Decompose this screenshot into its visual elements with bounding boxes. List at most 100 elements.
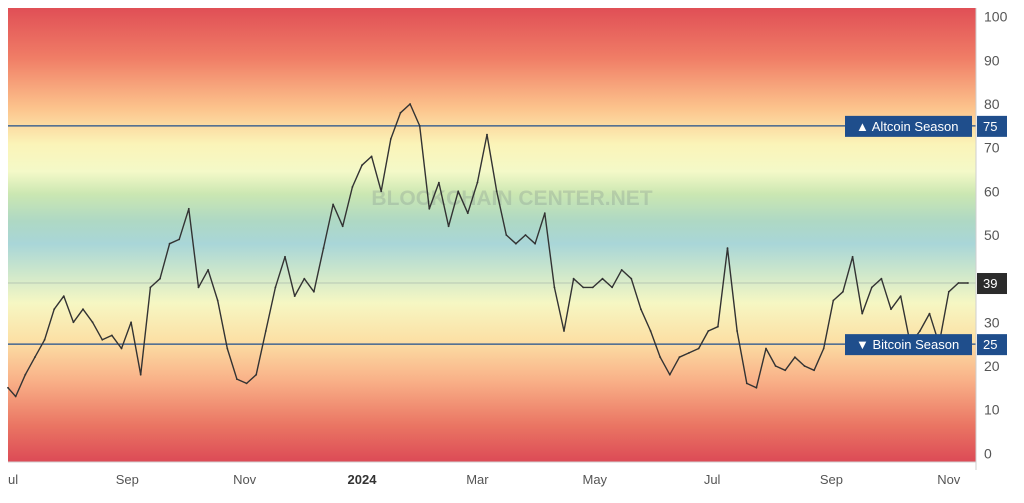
data-point bbox=[803, 365, 806, 367]
data-point bbox=[264, 330, 267, 332]
data-point bbox=[303, 277, 306, 280]
x-tick-label: Nov bbox=[233, 472, 257, 487]
data-point bbox=[755, 386, 758, 389]
data-point bbox=[120, 347, 123, 350]
data-point bbox=[563, 330, 565, 332]
x-tick-label: Nov bbox=[937, 472, 961, 487]
x-tick-label: ul bbox=[8, 472, 18, 487]
data-point bbox=[7, 386, 9, 389]
data-point bbox=[784, 369, 787, 372]
data-point bbox=[34, 356, 36, 359]
data-point bbox=[428, 207, 431, 210]
data-point bbox=[43, 338, 46, 341]
data-point bbox=[149, 286, 152, 289]
data-point bbox=[745, 382, 748, 385]
y-tick-label: 80 bbox=[984, 96, 1000, 112]
data-point bbox=[591, 286, 594, 289]
data-point bbox=[399, 111, 402, 114]
data-point bbox=[274, 286, 277, 289]
data-point bbox=[24, 373, 27, 376]
reference-label-box bbox=[845, 115, 972, 137]
data-point bbox=[765, 347, 767, 350]
data-point bbox=[409, 103, 411, 105]
data-point bbox=[620, 269, 623, 271]
y-tick-label: 10 bbox=[984, 402, 1000, 418]
reference-label: ▲ Altcoin Season bbox=[856, 119, 958, 134]
data-point bbox=[861, 312, 864, 315]
data-point bbox=[82, 308, 84, 311]
data-point bbox=[880, 277, 883, 280]
data-point bbox=[842, 290, 844, 293]
data-point bbox=[293, 295, 296, 297]
data-point bbox=[418, 125, 421, 127]
data-point bbox=[380, 190, 383, 193]
data-point bbox=[688, 352, 690, 354]
y-tick-label: 50 bbox=[984, 227, 1000, 243]
data-point bbox=[466, 212, 469, 215]
data-point bbox=[794, 356, 796, 359]
data-point bbox=[101, 338, 104, 341]
data-point bbox=[139, 373, 142, 376]
data-point bbox=[553, 286, 556, 289]
data-point bbox=[717, 325, 719, 328]
data-point bbox=[361, 164, 363, 167]
data-point bbox=[284, 255, 286, 258]
data-point bbox=[351, 186, 354, 188]
data-point bbox=[332, 203, 334, 206]
data-point bbox=[611, 286, 613, 289]
y-tick-label: 20 bbox=[984, 358, 1000, 374]
data-point bbox=[678, 356, 681, 359]
data-point bbox=[255, 373, 258, 376]
data-point bbox=[928, 312, 931, 315]
reference-label: ▼ Bitcoin Season bbox=[856, 337, 959, 352]
x-tick-label: 2024 bbox=[348, 472, 378, 487]
data-point bbox=[582, 286, 585, 289]
data-point bbox=[524, 234, 527, 236]
data-point bbox=[322, 247, 325, 250]
x-tick-label: Mar bbox=[466, 472, 489, 487]
data-point bbox=[313, 290, 315, 293]
data-point bbox=[832, 299, 835, 302]
data-point bbox=[870, 286, 873, 289]
data-point bbox=[649, 330, 652, 332]
data-point bbox=[447, 225, 450, 228]
data-point bbox=[505, 234, 508, 236]
data-point bbox=[774, 365, 777, 367]
data-point bbox=[226, 347, 229, 350]
data-point bbox=[697, 347, 700, 350]
data-point bbox=[159, 277, 161, 280]
y-tick-label: 100 bbox=[984, 9, 1008, 25]
reference-value-box bbox=[977, 115, 1007, 137]
data-point bbox=[822, 347, 825, 350]
data-point bbox=[207, 269, 210, 271]
data-point bbox=[899, 295, 902, 297]
data-point bbox=[668, 373, 671, 376]
y-tick-label: 0 bbox=[984, 445, 992, 461]
data-point bbox=[659, 356, 662, 359]
data-point bbox=[919, 330, 921, 332]
data-point bbox=[890, 308, 892, 311]
x-tick-label: Jul bbox=[704, 472, 721, 487]
current-value-box bbox=[977, 273, 1007, 295]
data-point bbox=[967, 282, 969, 284]
data-point bbox=[813, 369, 815, 372]
reference-value-box bbox=[977, 334, 1007, 356]
data-point bbox=[341, 225, 344, 228]
data-point bbox=[957, 282, 960, 284]
data-point bbox=[178, 238, 181, 241]
current-value-label: 39 bbox=[983, 276, 997, 291]
data-point bbox=[14, 395, 17, 398]
data-point bbox=[601, 277, 604, 280]
reference-value-label: 75 bbox=[983, 119, 997, 134]
data-point bbox=[438, 181, 440, 184]
plot-background bbox=[8, 8, 976, 462]
data-point bbox=[72, 321, 75, 324]
data-point bbox=[370, 155, 373, 158]
data-point bbox=[168, 242, 171, 245]
data-point bbox=[486, 133, 488, 136]
data-point bbox=[572, 277, 575, 280]
reference-value-label: 25 bbox=[983, 337, 997, 352]
x-tick-label: May bbox=[582, 472, 607, 487]
